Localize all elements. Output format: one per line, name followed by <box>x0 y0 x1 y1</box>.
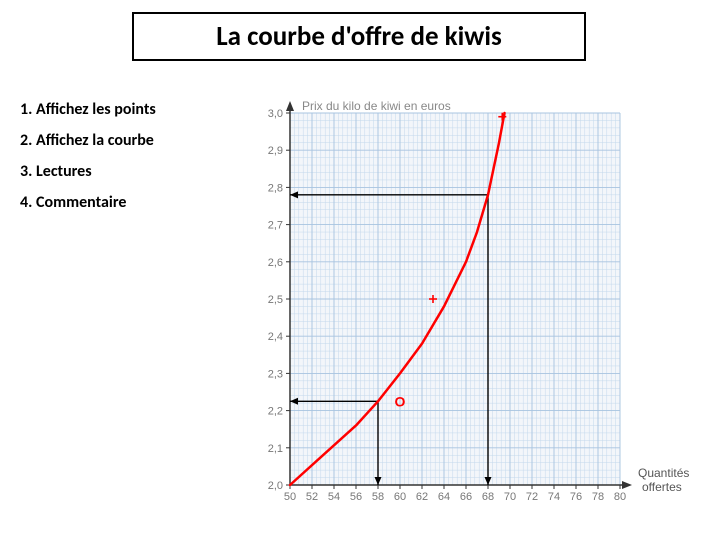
page-title: La courbe d'offre de kiwis <box>216 20 502 53</box>
menu-item-1[interactable]: 1. Affichez les points <box>20 100 156 119</box>
svg-text:78: 78 <box>592 491 604 503</box>
supply-curve-chart: 2,0 2,1 2,2 2,3 2,4 2,5 2,6 2,7 2,8 2,9 3,0 50 52 54 5… <box>250 95 690 515</box>
svg-text:2,4: 2,4 <box>268 331 283 343</box>
svg-text:62: 62 <box>416 491 428 503</box>
svg-text:64: 64 <box>438 491 450 503</box>
menu: 1. Affichez les points 2. Affichez la co… <box>20 100 156 224</box>
menu-item-2[interactable]: 2. Affichez la courbe <box>20 131 156 150</box>
svg-text:72: 72 <box>526 491 538 503</box>
svg-text:O: O <box>395 393 406 409</box>
svg-text:52: 52 <box>306 491 318 503</box>
menu-item-4[interactable]: 4. Commentaire <box>20 193 156 212</box>
title-box: La courbe d'offre de kiwis <box>132 12 586 61</box>
svg-text:3,0: 3,0 <box>268 108 283 120</box>
svg-text:2,0: 2,0 <box>268 480 283 492</box>
svg-text:66: 66 <box>460 491 472 503</box>
svg-text:2,9: 2,9 <box>268 145 283 157</box>
svg-text:2,8: 2,8 <box>268 182 283 194</box>
svg-text:Quantités: Quantités <box>638 466 689 480</box>
svg-text:2,1: 2,1 <box>268 443 283 455</box>
svg-text:70: 70 <box>504 491 516 503</box>
svg-text:68: 68 <box>482 491 494 503</box>
svg-text:offertes: offertes <box>642 480 682 494</box>
svg-text:76: 76 <box>570 491 582 503</box>
svg-text:60: 60 <box>394 491 406 503</box>
svg-text:58: 58 <box>372 491 384 503</box>
svg-text:2,2: 2,2 <box>268 406 283 418</box>
svg-text:Prix du kilo de kiwi en euros: Prix du kilo de kiwi en euros <box>302 99 451 113</box>
svg-text:2,5: 2,5 <box>268 294 283 306</box>
svg-text:50: 50 <box>284 491 296 503</box>
svg-text:2,6: 2,6 <box>268 257 283 269</box>
svg-text:56: 56 <box>350 491 362 503</box>
svg-text:80: 80 <box>614 491 626 503</box>
menu-item-3[interactable]: 3. Lectures <box>20 162 156 181</box>
svg-text:54: 54 <box>328 491 340 503</box>
svg-text:2,3: 2,3 <box>268 368 283 380</box>
svg-text:2,7: 2,7 <box>268 220 283 232</box>
svg-text:74: 74 <box>548 491 560 503</box>
